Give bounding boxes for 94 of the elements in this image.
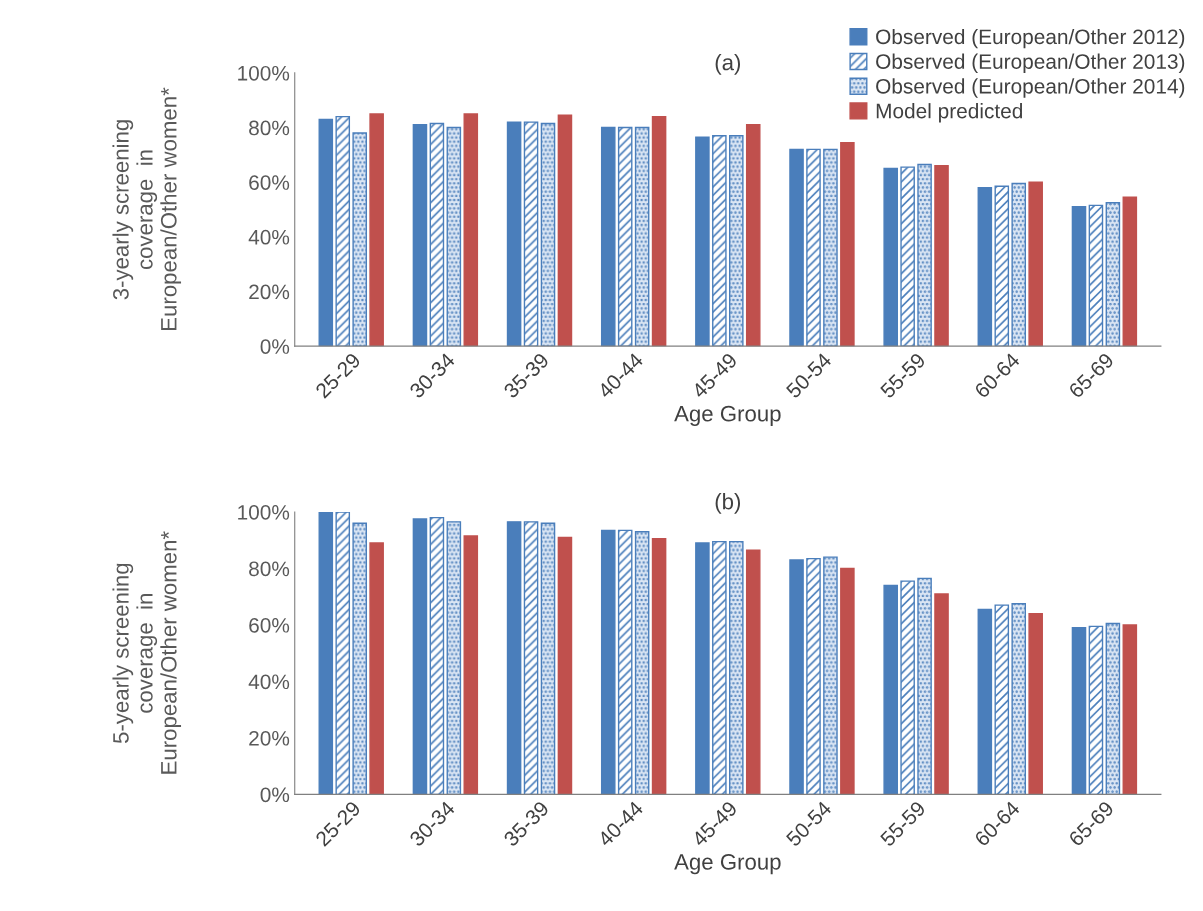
bar [1071, 627, 1087, 795]
bar [883, 584, 898, 795]
legend-label: Observed (European/Other 2012) [876, 28, 1185, 49]
bar [840, 141, 855, 347]
bar [823, 148, 838, 347]
bar [412, 518, 428, 795]
chart-title: (b) [715, 493, 741, 514]
y-tick-label: 0% [260, 787, 290, 803]
bar [789, 559, 804, 795]
bar [883, 167, 898, 347]
bar [523, 121, 539, 347]
y-axis-title: 5-yearly screening coverage in European/Other women* [112, 531, 182, 774]
bar [1011, 603, 1027, 795]
y-tick-label: 100% [238, 504, 290, 520]
bar [352, 522, 367, 795]
bar [429, 122, 445, 347]
bar [729, 135, 744, 347]
bar [695, 136, 710, 347]
bar [1088, 204, 1104, 347]
bar [369, 113, 384, 347]
bar [977, 186, 993, 347]
bar [651, 115, 667, 347]
y-tick-label: 80% [249, 561, 290, 577]
bar [1088, 625, 1104, 795]
legend-label: Observed (European/Other 2014) [876, 78, 1185, 98]
bar [789, 148, 804, 347]
y-tick-label: 60% [249, 175, 290, 190]
bar [840, 567, 855, 795]
bar [540, 522, 556, 795]
y-axis-title: 3-yearly screening coverage in European/Other women* [112, 87, 182, 330]
bar [712, 135, 727, 347]
bar [446, 521, 462, 795]
bar [463, 535, 479, 795]
bar [745, 549, 761, 795]
bar [806, 557, 821, 795]
bar [934, 593, 949, 795]
bar [712, 540, 727, 795]
bar [994, 604, 1010, 795]
bar [318, 118, 334, 347]
bar [335, 511, 351, 795]
bar [1122, 624, 1138, 795]
bar [1071, 206, 1087, 347]
bar [446, 126, 462, 347]
y-tick-label: 40% [248, 674, 290, 690]
bar [977, 608, 993, 795]
bar [463, 113, 479, 347]
bar [540, 122, 556, 347]
x-axis-title: Age Group [674, 854, 781, 875]
bar [523, 521, 539, 795]
bar [651, 538, 667, 795]
bar [729, 540, 744, 795]
bar [917, 163, 932, 347]
bar [1105, 622, 1121, 795]
bar [557, 114, 573, 347]
bar [412, 124, 428, 347]
bar [318, 511, 334, 795]
bar [1011, 182, 1027, 347]
bar [695, 542, 710, 795]
bar [934, 165, 949, 347]
bar [617, 126, 633, 347]
y-tick-label: 0% [260, 339, 290, 354]
bar [900, 166, 915, 347]
x-axis-title: Age Group [674, 405, 781, 426]
legend-label: Observed (European/Other 2013) [876, 53, 1185, 74]
y-tick-label: 40% [248, 229, 290, 245]
bar [994, 185, 1010, 347]
bar [600, 529, 616, 795]
y-tick-label: 60% [249, 617, 290, 633]
bar [1028, 612, 1043, 795]
bar [335, 115, 351, 347]
bar [600, 126, 616, 347]
y-tick-label: 100% [238, 65, 290, 81]
bar [557, 536, 573, 795]
bar [823, 556, 838, 795]
bar [506, 121, 522, 347]
bar [917, 577, 932, 795]
bar [900, 580, 915, 795]
bar [806, 148, 821, 347]
bar [634, 531, 650, 795]
bar [634, 126, 650, 347]
legend-label: Model predicted [876, 103, 1023, 123]
bar [429, 516, 445, 795]
bar [352, 132, 367, 347]
bar [745, 124, 761, 347]
bar [369, 542, 384, 795]
bar [506, 521, 522, 795]
y-tick-label: 80% [249, 120, 290, 136]
bar [1028, 181, 1043, 347]
bar [617, 529, 633, 795]
y-tick-label: 20% [249, 284, 290, 300]
bar [1105, 202, 1121, 347]
bar [1122, 196, 1138, 347]
y-tick-label: 20% [249, 730, 290, 746]
chart-title: (a) [715, 54, 741, 75]
